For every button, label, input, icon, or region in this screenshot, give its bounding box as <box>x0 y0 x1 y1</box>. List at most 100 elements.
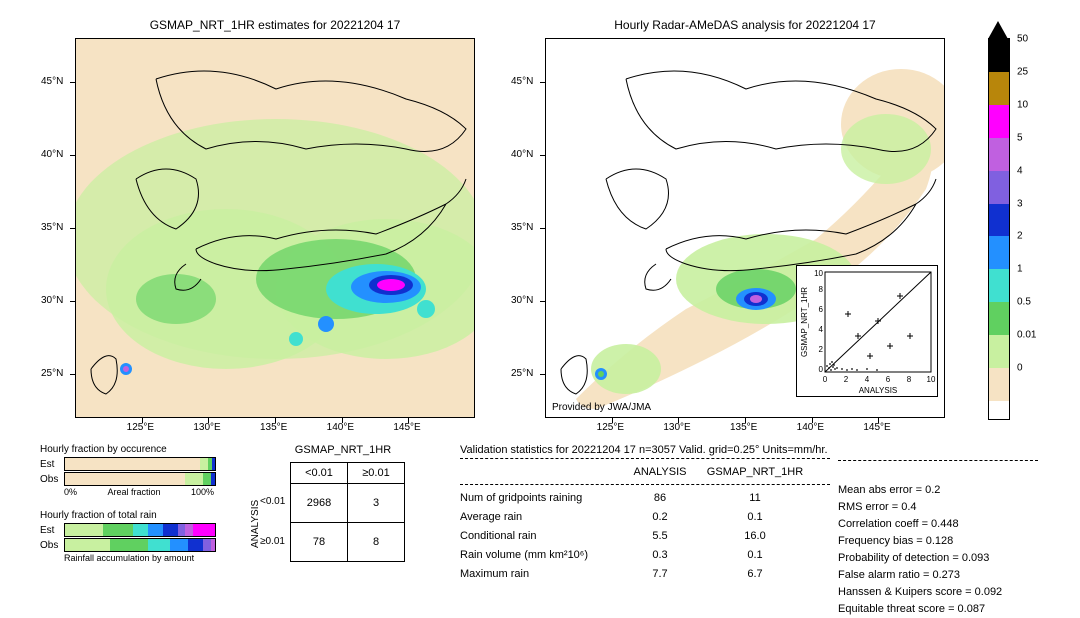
ct-rowh-0: <0.01 <box>260 496 285 507</box>
hbar-seg <box>103 524 133 536</box>
stats-key: Average rain <box>460 508 620 527</box>
colorbar-seg-4 <box>989 171 1009 204</box>
hbar-seg <box>65 458 200 470</box>
colorbar-label-6: 2 <box>1017 231 1023 242</box>
xlabel: 145°E <box>863 422 890 433</box>
hbar-seg <box>65 524 103 536</box>
stats-val-b: 0.1 <box>700 508 810 527</box>
hbar-seg <box>203 539 211 551</box>
ct-col-title: GSMAP_NRT_1HR <box>278 444 408 456</box>
hbar-row-label: Obs <box>40 540 64 551</box>
stats-val-a: 5.5 <box>620 527 700 546</box>
ct-row-title: ANALYSIS <box>250 500 261 548</box>
colorbar-label-1: 25 <box>1017 66 1028 77</box>
ct-colh-1: ≥0.01 <box>348 463 405 484</box>
stats-colh-0 <box>460 463 620 482</box>
stats-right-row: Probability of detection = 0.093 <box>838 550 1038 567</box>
xlabel: 130°E <box>663 422 690 433</box>
ylabel: 25°N <box>41 368 63 379</box>
stats-row: Conditional rain5.516.0 <box>460 527 830 546</box>
colorbar-seg-2 <box>989 105 1009 138</box>
hbar-row-label: Est <box>40 525 64 536</box>
stats-block: Validation statistics for 20221204 17 n=… <box>460 444 830 584</box>
stats-right-row: Hanssen & Kuipers score = 0.092 <box>838 584 1038 601</box>
hbar-row: Obs <box>40 538 240 552</box>
hbar-occ-axis-left: 0% <box>64 487 77 497</box>
svg-text:10: 10 <box>814 269 823 278</box>
hbar-seg <box>212 458 215 470</box>
colorbar-seg-10 <box>989 368 1009 401</box>
hbar <box>64 538 216 552</box>
stats-val-b: 0.1 <box>700 546 810 565</box>
hbar-seg <box>185 473 203 485</box>
svg-text:10: 10 <box>927 375 936 384</box>
colorbar-label-2: 10 <box>1017 99 1028 110</box>
hbar-seg <box>65 539 110 551</box>
xlabel: 130°E <box>193 422 220 433</box>
svg-text:8: 8 <box>907 375 912 384</box>
hbar-seg <box>211 473 216 485</box>
ylabel: 25°N <box>511 368 533 379</box>
ct-rowh-1: ≥0.01 <box>260 536 285 547</box>
stats-right-row: RMS error = 0.4 <box>838 499 1038 516</box>
map-right-attribution: Provided by JWA/JMA <box>552 402 651 413</box>
ylabel: 30°N <box>41 295 63 306</box>
stats-row: Average rain0.20.1 <box>460 508 830 527</box>
hbar-seg <box>193 524 216 536</box>
svg-text:8: 8 <box>819 285 824 294</box>
stats-right-row: Correlation coeff = 0.448 <box>838 516 1038 533</box>
scatter-xlabel: ANALYSIS <box>859 386 898 395</box>
stats-key: Rain volume (mm km²10⁶) <box>460 546 620 565</box>
stats-right: Mean abs error = 0.2RMS error = 0.4Corre… <box>838 458 1038 499</box>
stats-row: Num of gridpoints raining8611 <box>460 489 830 508</box>
stats-val-b: 11 <box>700 489 810 508</box>
hbar-seg <box>163 524 178 536</box>
map-left <box>75 38 475 418</box>
hbar-occurence: Hourly fraction by occurence EstObs 0% A… <box>40 444 240 497</box>
hbar-seg <box>185 524 193 536</box>
ylabel: 35°N <box>511 222 533 233</box>
svg-text:6: 6 <box>886 375 891 384</box>
hbar-seg <box>65 473 185 485</box>
stats-colh-1: ANALYSIS <box>620 463 700 482</box>
stats-val-b: 16.0 <box>700 527 810 546</box>
xlabel: 140°E <box>327 422 354 433</box>
hbar-totalrain: Hourly fraction of total rain EstObs Rai… <box>40 510 240 563</box>
colorbar-label-4: 4 <box>1017 165 1023 176</box>
bottom-section: Hourly fraction by occurence EstObs 0% A… <box>0 440 1080 612</box>
stats-row: Maximum rain7.76.7 <box>460 565 830 584</box>
stats-val-b: 6.7 <box>700 565 810 584</box>
figure-root: GSMAP_NRT_1HR estimates for 20221204 17 <box>0 0 1080 612</box>
colorbar-label-3: 5 <box>1017 132 1023 143</box>
stats-val-a: 86 <box>620 489 700 508</box>
stats-colh-2: GSMAP_NRT_1HR <box>700 463 810 482</box>
ylabel: 40°N <box>511 149 533 160</box>
stats-val-a: 0.2 <box>620 508 700 527</box>
ct-colh-0: <0.01 <box>291 463 348 484</box>
svg-text:2: 2 <box>844 375 849 384</box>
stats-right-row: Frequency bias = 0.128 <box>838 533 1038 550</box>
stats-title: Validation statistics for 20221204 17 n=… <box>460 444 830 456</box>
colorbar-label-7: 1 <box>1017 264 1023 275</box>
colorbar-arrow <box>988 21 1008 39</box>
ct-cell-01: 3 <box>348 484 405 523</box>
hbar-row: Est <box>40 457 240 471</box>
hbar <box>64 457 216 471</box>
hbar <box>64 523 216 537</box>
ylabel: 35°N <box>41 222 63 233</box>
xlabel: 125°E <box>597 422 624 433</box>
hbar-seg <box>178 524 186 536</box>
hbar-totalrain-title: Hourly fraction of total rain <box>40 510 240 521</box>
stats-dash-top <box>460 458 830 459</box>
xlabel: 135°E <box>260 422 287 433</box>
hbar-seg <box>188 539 203 551</box>
scatter-ylabel: GSMAP_NRT_1HR <box>800 287 809 357</box>
colorbar-seg-9 <box>989 335 1009 368</box>
stats-dash-mid <box>460 484 830 485</box>
svg-text:2: 2 <box>819 345 824 354</box>
svg-text:0: 0 <box>823 375 828 384</box>
hbar-row: Obs <box>40 472 240 486</box>
svg-text:0: 0 <box>819 365 824 374</box>
stats-right-row: Mean abs error = 0.2 <box>838 482 1038 499</box>
hbar-seg <box>148 539 171 551</box>
